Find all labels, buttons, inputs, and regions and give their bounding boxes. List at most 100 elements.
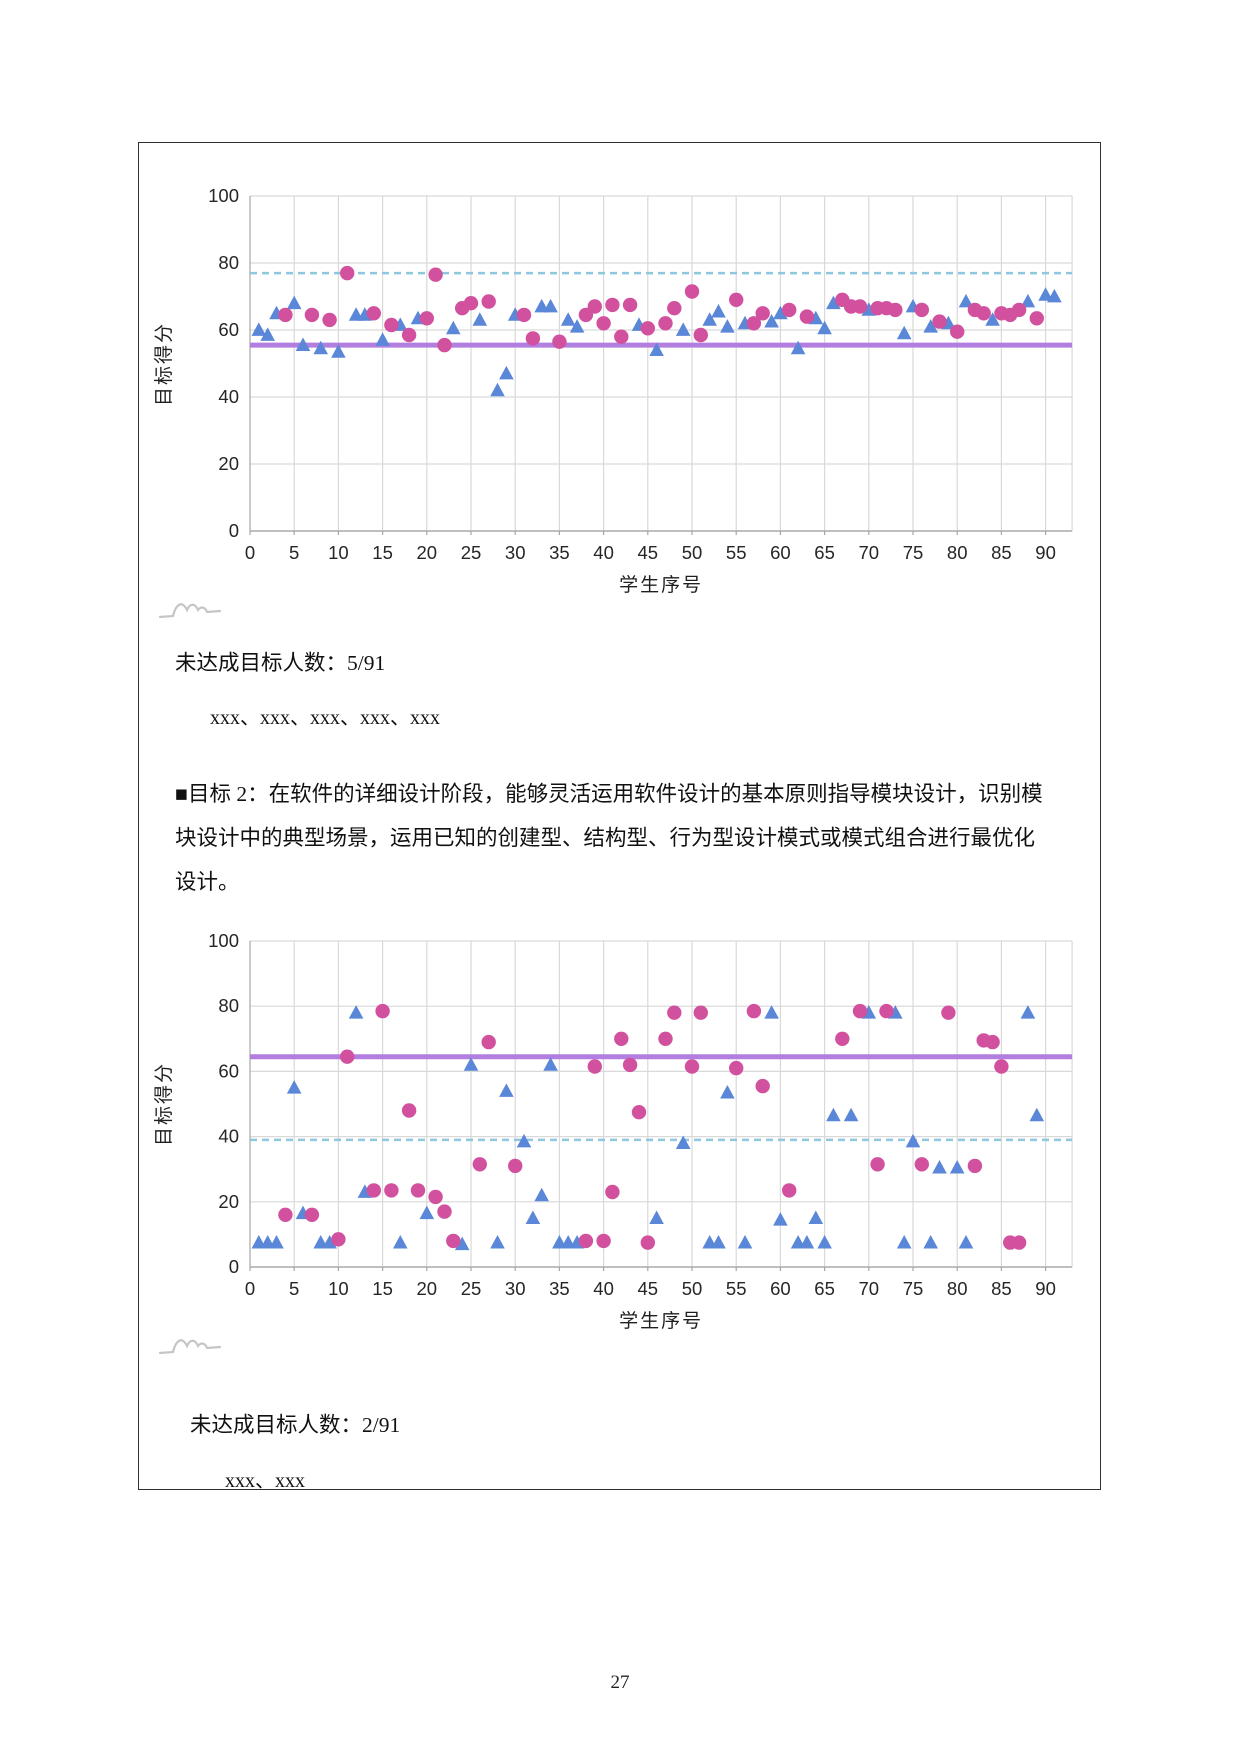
- data-point-circle: [746, 316, 762, 331]
- y-axis-title: 目标得分: [153, 1062, 175, 1146]
- data-point-triangle: [472, 312, 488, 326]
- data-point-circle: [614, 329, 629, 344]
- data-point-triangle: [702, 312, 717, 326]
- data-point-circle: [658, 316, 673, 331]
- data-point-circle: [835, 1031, 850, 1046]
- paragraph-line: 设计。: [175, 870, 240, 894]
- data-point-circle: [605, 297, 620, 313]
- data-point-triangle: [958, 1235, 974, 1249]
- svg-text:40: 40: [593, 1278, 614, 1299]
- svg-text:20: 20: [417, 1278, 438, 1299]
- data-point-circle: [508, 1158, 523, 1174]
- data-point-triangle: [932, 1160, 947, 1174]
- data-point-circle: [340, 265, 355, 281]
- data-point-triangle: [737, 1235, 753, 1249]
- content-border-box: [138, 142, 1101, 1490]
- svg-text:75: 75: [903, 1278, 924, 1299]
- data-point-triangle: [675, 322, 691, 336]
- data-point-triangle: [322, 1235, 337, 1249]
- data-point-circle: [746, 1003, 762, 1019]
- data-point-triangle: [463, 1057, 479, 1071]
- data-point-triangle: [720, 1085, 735, 1099]
- svg-text:70: 70: [859, 1278, 880, 1299]
- data-point-circle: [419, 311, 434, 326]
- svg-text:90: 90: [1035, 542, 1056, 563]
- svg-text:60: 60: [218, 319, 239, 340]
- data-point-circle: [782, 302, 797, 318]
- svg-text:20: 20: [417, 542, 438, 563]
- data-point-triangle: [764, 1005, 779, 1019]
- data-point-circle: [366, 1183, 381, 1198]
- data-point-circle: [375, 1003, 390, 1019]
- data-point-triangle: [286, 1080, 302, 1094]
- target2-paragraph: ■目标 2：在软件的详细设计阶段，能够灵活运用软件设计的基本原则指导模块设计，识…: [175, 772, 1105, 904]
- data-point-triangle: [773, 1212, 788, 1226]
- data-point-triangle: [331, 344, 346, 358]
- data-point-triangle: [499, 1083, 514, 1097]
- svg-text:25: 25: [461, 542, 482, 563]
- data-point-triangle: [649, 342, 664, 356]
- data-point-circle: [437, 337, 452, 353]
- data-point-circle: [578, 1233, 594, 1249]
- data-point-circle: [304, 1207, 320, 1222]
- data-point-circle: [587, 299, 602, 314]
- target2-student-names: xxx、xxx: [225, 1470, 305, 1492]
- svg-text:10: 10: [328, 542, 349, 563]
- sketch-squiggle-icon: [158, 603, 222, 619]
- data-point-circle: [516, 307, 532, 323]
- target2-not-reached-line: 未达成目标人数：2/91: [190, 1408, 400, 1439]
- svg-text:50: 50: [682, 542, 703, 563]
- data-point-circle: [472, 1157, 487, 1172]
- data-point-circle: [914, 302, 929, 318]
- svg-text:55: 55: [726, 542, 747, 563]
- data-point-circle: [401, 327, 417, 343]
- not-reached-label: 未达成目标人数：: [190, 1413, 363, 1437]
- data-point-circle: [667, 301, 682, 316]
- data-point-triangle: [1047, 288, 1062, 303]
- svg-text:45: 45: [638, 542, 659, 563]
- data-point-circle: [755, 306, 770, 321]
- svg-text:30: 30: [505, 1278, 526, 1299]
- data-point-triangle: [817, 320, 832, 335]
- not-reached-value: 2/91: [362, 1413, 401, 1437]
- data-point-triangle: [826, 1107, 841, 1122]
- data-point-triangle: [896, 1235, 912, 1249]
- data-point-circle: [384, 1183, 399, 1198]
- data-point-triangle: [525, 1210, 541, 1224]
- data-point-circle: [605, 1184, 620, 1200]
- data-point-circle: [852, 1003, 868, 1019]
- data-point-circle: [1029, 311, 1044, 326]
- svg-text:5: 5: [289, 1278, 299, 1299]
- data-point-triangle: [1020, 1005, 1036, 1019]
- svg-text:10: 10: [328, 1278, 349, 1299]
- svg-text:65: 65: [814, 542, 835, 563]
- svg-text:60: 60: [770, 542, 791, 563]
- data-point-circle: [658, 1031, 673, 1046]
- paragraph-line: ■目标 2：在软件的详细设计阶段，能够灵活运用软件设计的基本原则指导模块设计，识…: [175, 782, 1043, 806]
- data-point-circle: [446, 1233, 461, 1249]
- data-point-circle: [967, 1158, 983, 1174]
- svg-text:60: 60: [770, 1278, 791, 1299]
- triangle-series: [251, 287, 1062, 397]
- data-point-triangle: [490, 382, 505, 397]
- data-point-triangle: [958, 293, 974, 308]
- data-point-triangle: [711, 304, 726, 318]
- data-point-triangle: [923, 319, 938, 333]
- data-point-circle: [782, 1183, 797, 1198]
- target1-not-reached-line: 未达成目标人数：5/91: [175, 646, 385, 677]
- data-point-triangle: [985, 312, 1000, 326]
- data-point-triangle: [817, 1235, 832, 1249]
- svg-text:25: 25: [461, 1278, 482, 1299]
- data-points: [251, 265, 1062, 397]
- data-point-circle: [278, 1207, 293, 1222]
- x-axis-title: 学生序号: [619, 1310, 703, 1332]
- page-number: 27: [610, 1672, 630, 1693]
- data-point-triangle: [826, 295, 841, 310]
- data-point-circle: [852, 299, 868, 314]
- svg-text:0: 0: [245, 542, 255, 563]
- data-point-triangle: [808, 1210, 824, 1224]
- data-point-triangle: [949, 1160, 965, 1174]
- data-point-triangle: [393, 1235, 408, 1249]
- data-point-triangle: [446, 320, 461, 335]
- data-point-circle: [950, 324, 965, 339]
